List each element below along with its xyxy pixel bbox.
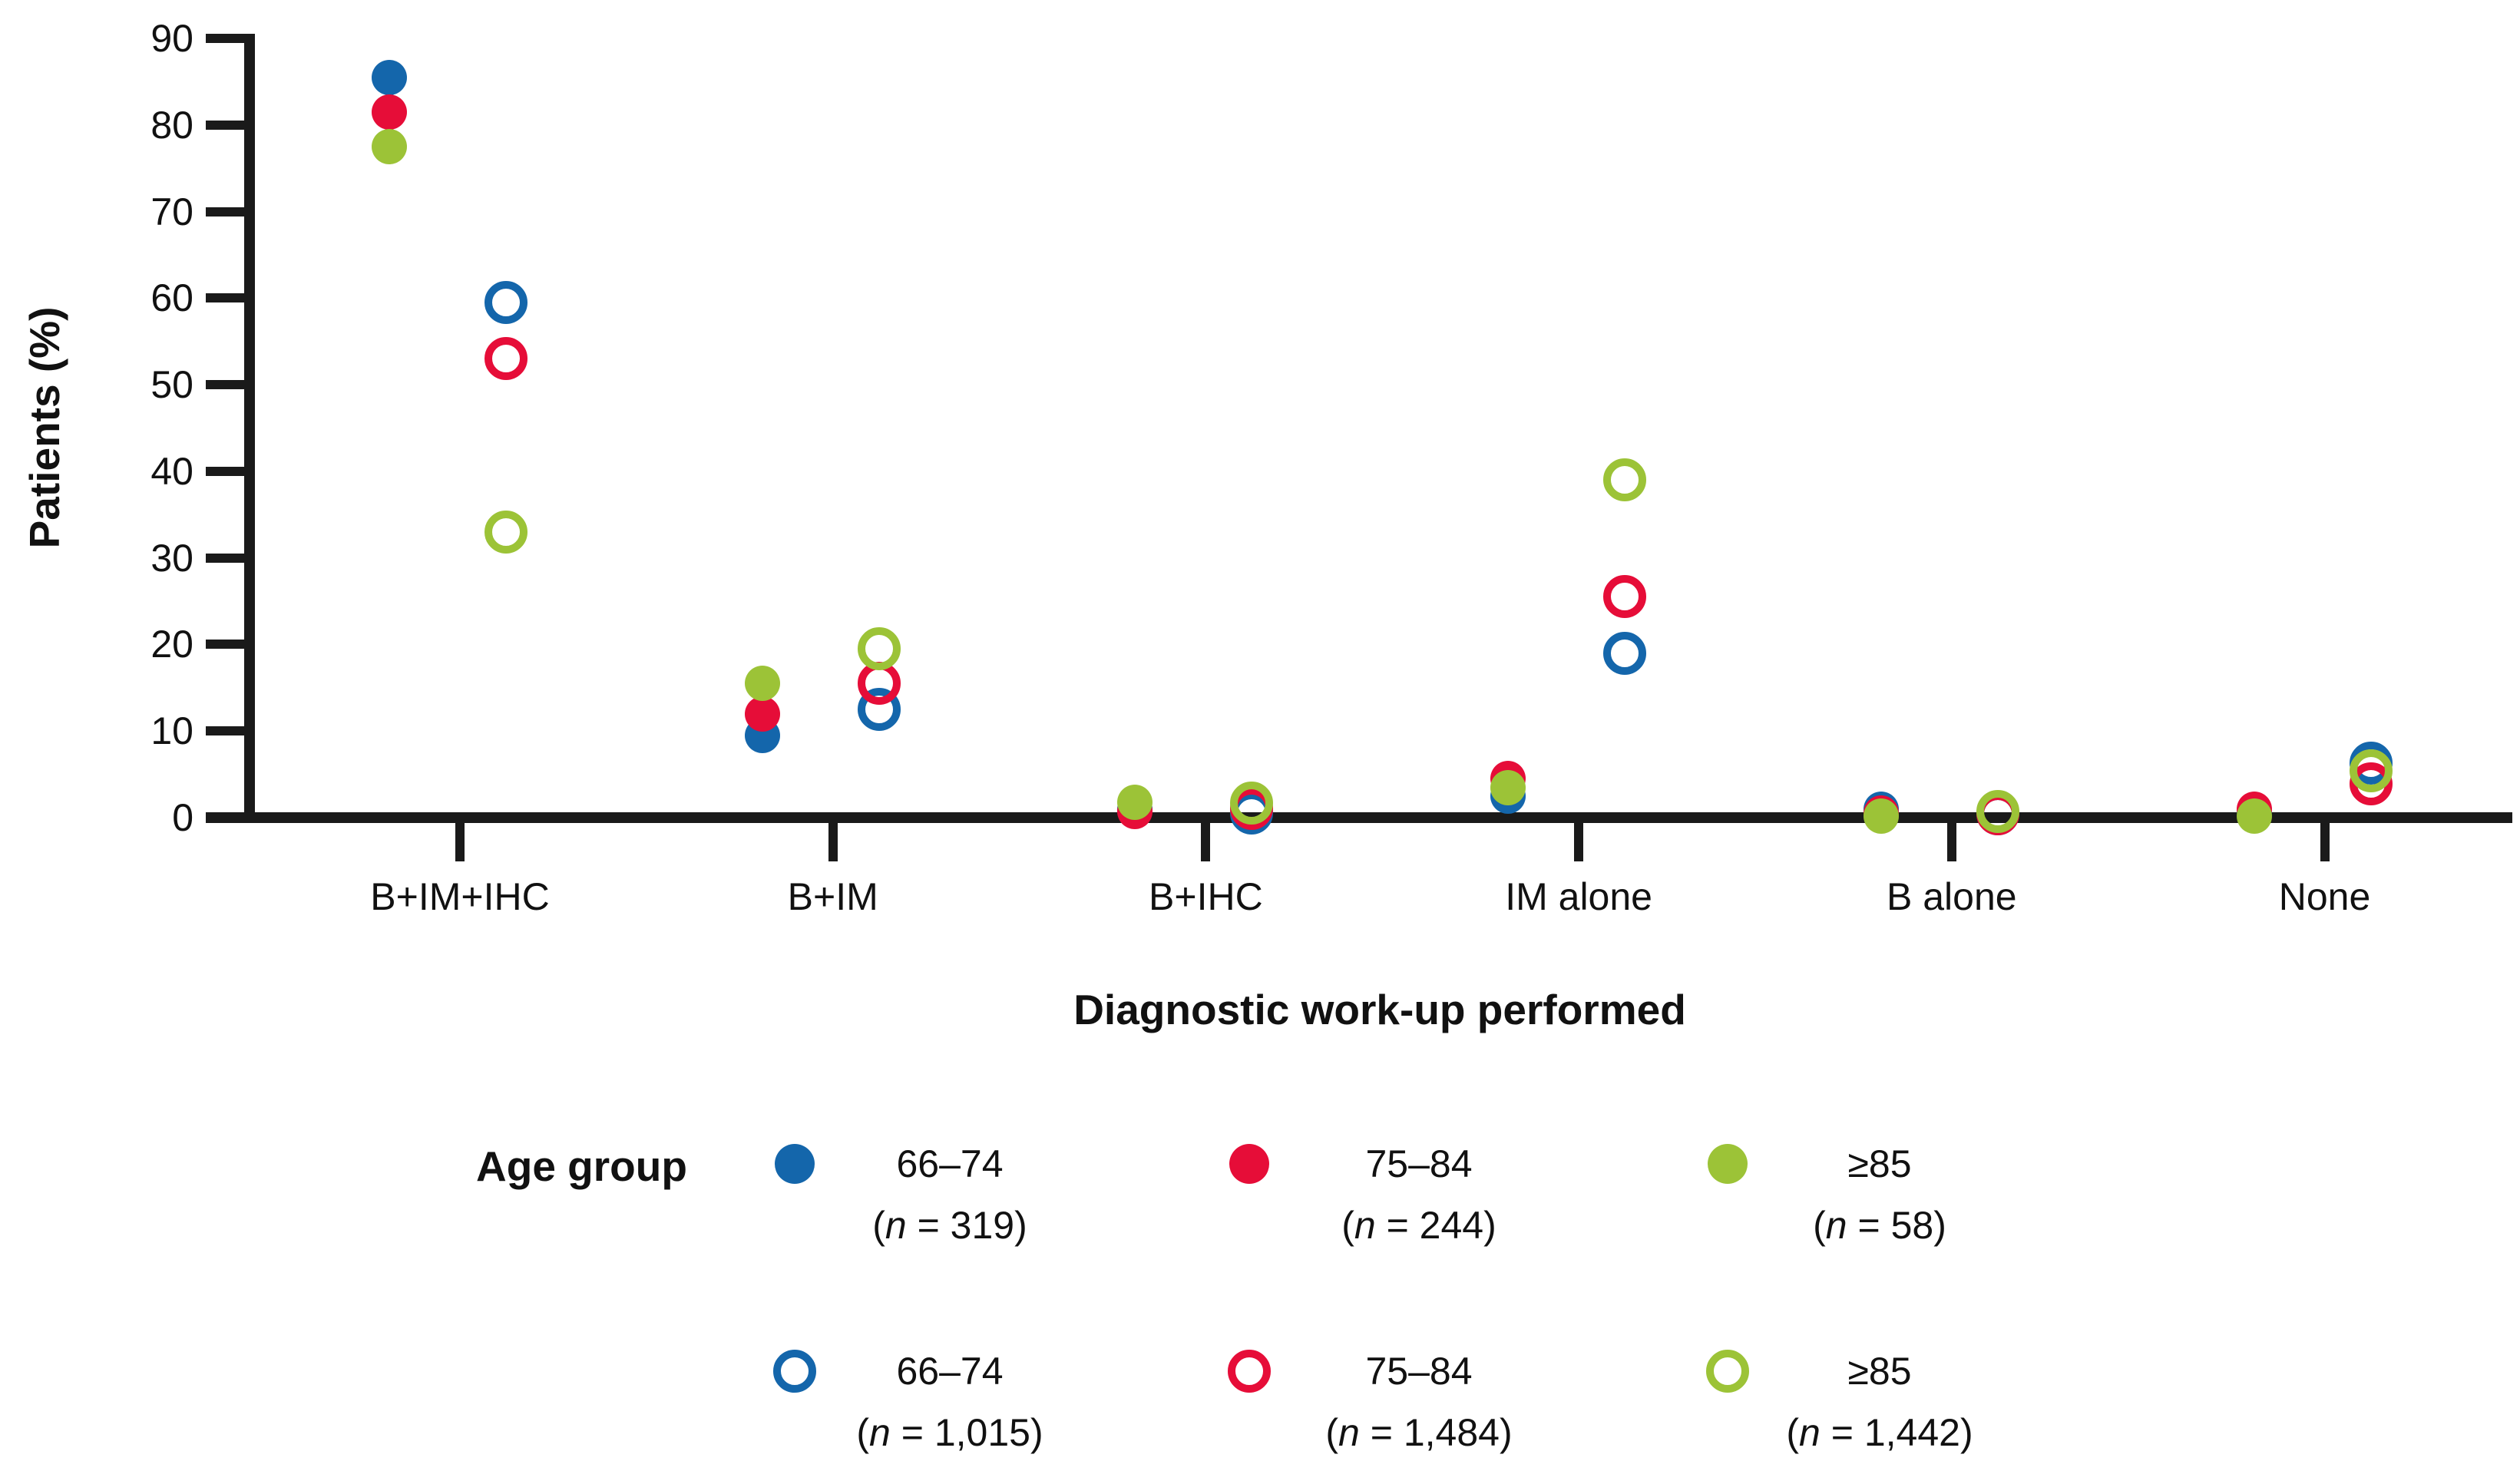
x-tick: [2320, 823, 2330, 861]
x-category-label: B+IHC: [1149, 875, 1263, 918]
legend-marker-filled-1: [1229, 1144, 1269, 1184]
y-tick-label: 0: [172, 796, 193, 839]
x-tick: [1946, 823, 1956, 861]
legend-marker-open-1: [1228, 1350, 1271, 1393]
y-tick-label: 30: [150, 536, 193, 580]
legend-n-label: (n = 319): [872, 1204, 1027, 1247]
y-tick: [206, 553, 244, 563]
y-tick: [206, 207, 244, 217]
legend-marker-filled-0: [775, 1144, 815, 1184]
y-tick-label: 80: [150, 103, 193, 147]
x-axis-title: Diagnostic work-up performed: [1073, 986, 1686, 1033]
y-tick-label: 70: [150, 190, 193, 233]
marker-filled-ge85-none: [2236, 798, 2272, 834]
marker-filled-ge85-im-alone: [1490, 769, 1526, 805]
y-tick: [206, 466, 244, 476]
legend-marker-open-0: [773, 1350, 816, 1393]
x-tick: [828, 823, 838, 861]
y-tick-label: 20: [150, 623, 193, 666]
x-axis-line: [206, 812, 2512, 823]
legend-n-label: (n = 244): [1341, 1204, 1496, 1247]
y-tick: [206, 640, 244, 650]
legend-age-label: ≥85: [1847, 1142, 1912, 1185]
y-tick: [206, 120, 244, 130]
legend-age-label: ≥85: [1847, 1350, 1912, 1393]
legend-n-label: (n = 58): [1813, 1204, 1946, 1247]
y-tick: [206, 293, 244, 303]
y-tick-label: 90: [150, 16, 193, 60]
x-category-label: None: [2278, 875, 2371, 918]
marker-open-75-84-b-im-ihc: [484, 337, 527, 381]
marker-filled-75-84-b-im: [744, 696, 780, 732]
legend-age-label: 75–84: [1365, 1350, 1473, 1393]
marker-open-ge85-b-ihc: [1230, 781, 1274, 825]
legend-n-label: (n = 1,015): [856, 1411, 1043, 1454]
legend-age-label: 66–74: [896, 1142, 1004, 1185]
marker-filled-ge85-b-alone: [1863, 798, 1899, 834]
x-category-label: B alone: [1887, 875, 2017, 918]
legend-marker-filled-2: [1708, 1144, 1748, 1184]
marker-open-ge85-b-im: [857, 627, 901, 671]
marker-filled-ge85-b-im-ihc: [372, 128, 407, 164]
marker-open-ge85-b-im-ihc: [484, 510, 527, 554]
y-axis-title: Patients (%): [21, 306, 68, 549]
y-axis-line: [244, 34, 255, 823]
y-tick-label: 10: [150, 709, 193, 753]
marker-open-66-74-b-im-ihc: [484, 280, 527, 324]
marker-open-ge85-none: [2349, 749, 2393, 793]
legend-age-label: 66–74: [896, 1350, 1004, 1393]
x-tick: [455, 823, 465, 861]
x-category-label: IM alone: [1505, 875, 1652, 918]
y-tick-label: 60: [150, 276, 193, 320]
y-tick: [206, 380, 244, 390]
y-tick-label: 50: [150, 363, 193, 407]
marker-open-75-84-im-alone: [1603, 575, 1647, 619]
x-tick: [1574, 823, 1584, 861]
x-category-label: B+IM: [787, 875, 878, 918]
marker-filled-66-74-b-im-ihc: [372, 59, 407, 95]
legend-marker-open-2: [1706, 1350, 1749, 1393]
y-tick: [206, 33, 244, 43]
marker-open-ge85-b-alone: [1976, 790, 2019, 834]
marker-filled-75-84-b-im-ihc: [372, 94, 407, 130]
y-tick-label: 40: [150, 449, 193, 493]
legend-n-label: (n = 1,442): [1786, 1411, 1973, 1454]
legend-n-label: (n = 1,484): [1325, 1411, 1513, 1454]
marker-open-66-74-im-alone: [1603, 631, 1647, 675]
marker-filled-ge85-b-ihc: [1117, 784, 1153, 820]
marker-open-ge85-im-alone: [1603, 458, 1647, 502]
marker-filled-ge85-b-im: [744, 666, 780, 702]
legend-title: Age group: [476, 1142, 687, 1190]
x-tick: [1201, 823, 1211, 861]
y-tick: [206, 726, 244, 736]
x-category-label: B+IM+IHC: [370, 875, 550, 918]
legend-age-label: 75–84: [1365, 1142, 1473, 1185]
